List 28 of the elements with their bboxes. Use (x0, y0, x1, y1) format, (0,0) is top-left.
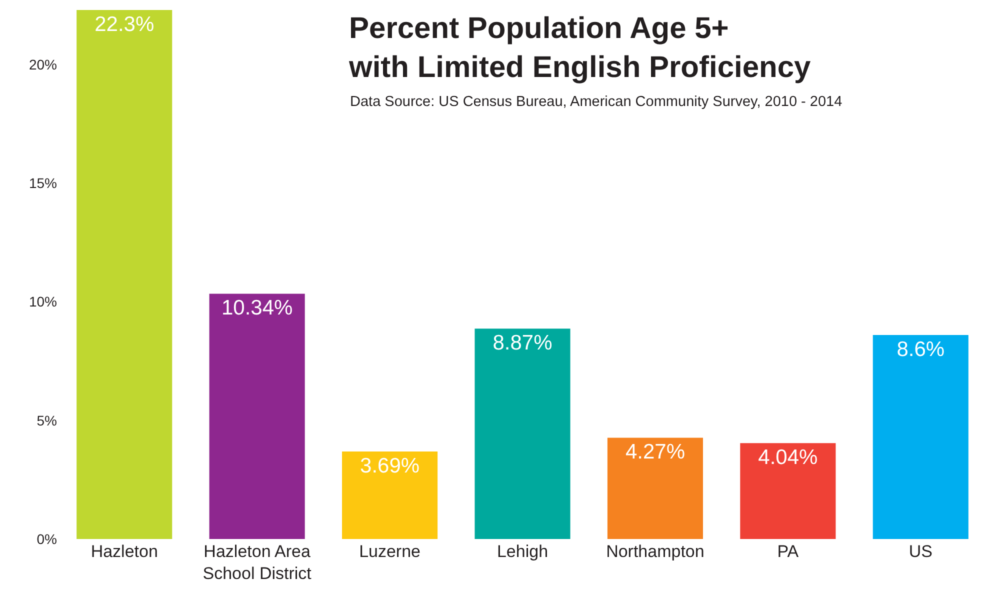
data-label: 8.6% (896, 338, 945, 361)
bar (607, 438, 703, 539)
data-label: 4.27% (625, 440, 685, 464)
y-tick-label: 20% (28, 56, 57, 72)
x-tick-label: Hazleton (90, 542, 158, 561)
bar (872, 334, 968, 539)
x-tick-label: Luzerne (359, 542, 421, 561)
data-label: 22.3% (94, 13, 154, 36)
text: Percent Population Age 5+ with Limited English Proficiency (348, 12, 812, 84)
y-tick-label: 5% (36, 412, 57, 428)
x-tick-label: Northampton (606, 542, 704, 561)
bar (76, 10, 172, 539)
bar (474, 328, 570, 539)
data-label: 4.04% (758, 446, 818, 470)
x-tick-label: Lehigh (496, 542, 548, 561)
data-label: 8.87% (492, 332, 552, 355)
x-tick-label: Hazleton Area School District (202, 542, 312, 584)
y-tick-label: 0% (36, 530, 57, 547)
data-label: 10.34% (221, 296, 293, 320)
y-tick-label: 10% (28, 294, 57, 310)
bar (740, 443, 836, 539)
data-label: 3.69% (360, 454, 420, 478)
x-tick-label: US (908, 542, 932, 561)
x-tick-label: PA (777, 542, 800, 561)
y-tick-label: 15% (28, 175, 57, 192)
bar (209, 294, 305, 539)
annotation: Data Source: US Census Bureau, American Community Survey, 2010 - 2014 (350, 94, 842, 110)
bar (342, 451, 438, 539)
